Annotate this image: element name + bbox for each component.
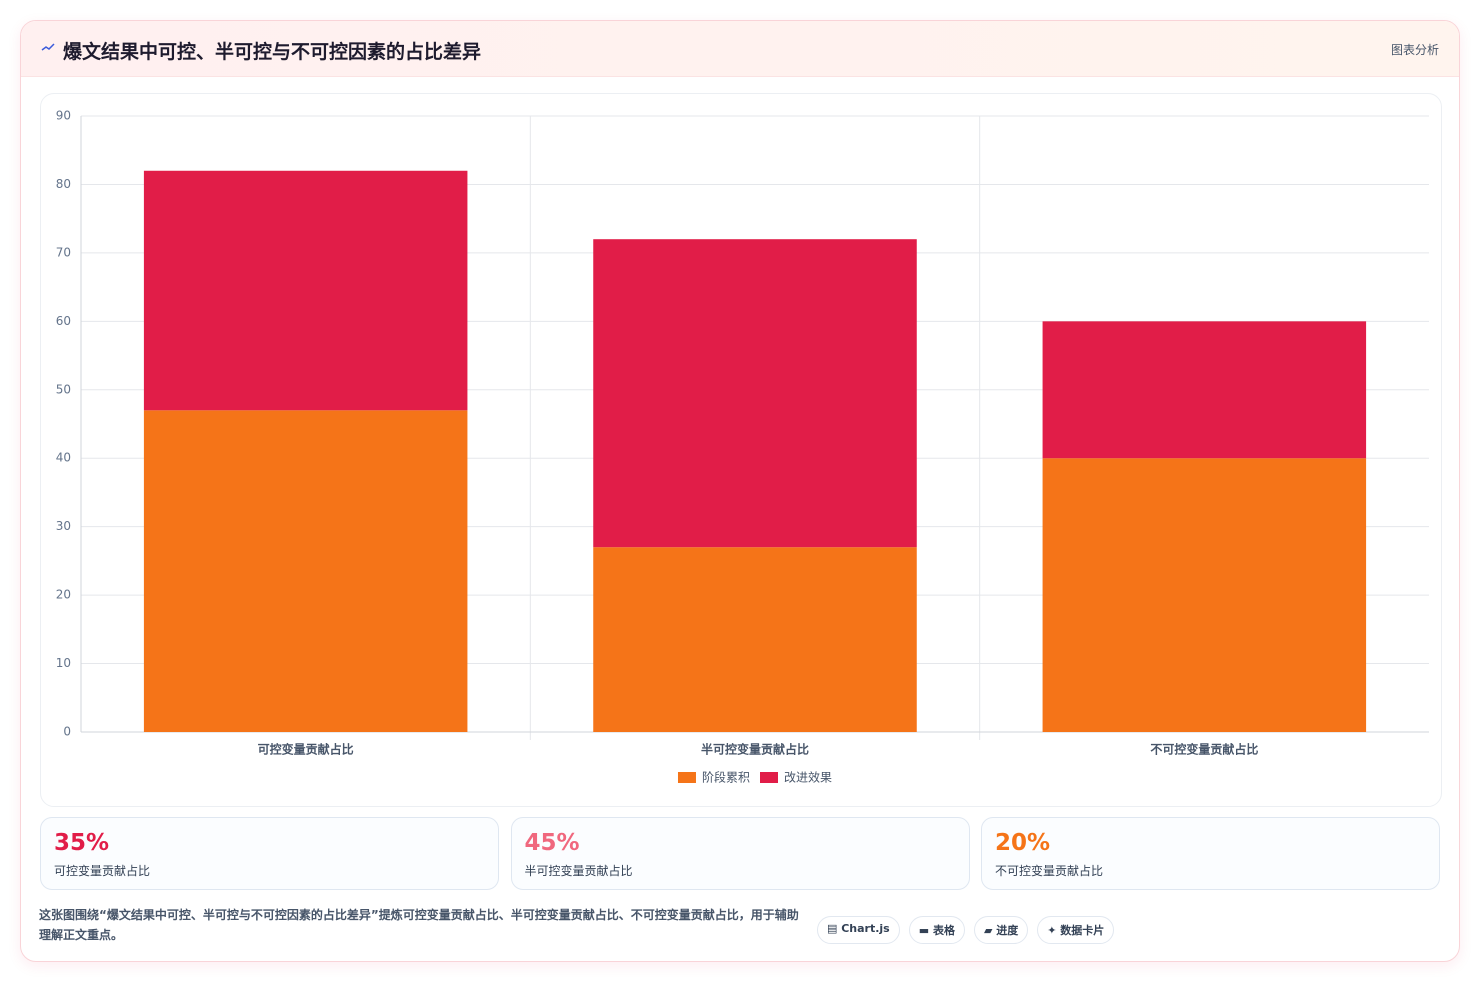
bar (1042, 458, 1367, 732)
bar (143, 170, 468, 411)
tag: ▰ 进度 (973, 916, 1029, 944)
legend-swatch (677, 772, 696, 783)
stat-label: 不可控变量贡献占比 (995, 864, 1104, 878)
y-tick-label: 40 (56, 451, 71, 465)
title: 爆文结果中可控、半可控与不可控因素的占比差异 (63, 41, 482, 63)
y-tick-label: 30 (56, 519, 71, 533)
y-tick-label: 90 (56, 109, 71, 123)
card-header: 爆文结果中可控、半可控与不可控因素的占比差异 图表分析 (21, 21, 1459, 77)
stat-card: 35% 可控变量贡献占比 (40, 817, 499, 890)
stat-value: 20% (995, 830, 1051, 856)
legend-swatch (760, 772, 778, 783)
bar (593, 239, 917, 548)
y-tick-label: 10 (56, 656, 71, 670)
stat-label: 半可控变量贡献占比 (524, 864, 633, 878)
legend-label: 改进效果 (784, 770, 832, 785)
description: 这张图围绕“爆文结果中可控、半可控与不可控因素的占比差异”提炼可控变量贡献占比、… (39, 908, 799, 942)
icon (41, 43, 55, 51)
x-tick-label: 可控变量贡献占比 (258, 742, 354, 757)
y-tick-label: 20 (56, 588, 71, 602)
card: 爆文结果中可控、半可控与不可控因素的占比差异 图表分析 0 10 20 30 40 50 6… (20, 20, 1460, 962)
x-tick-label: 不可控变量贡献占比 (1150, 742, 1258, 757)
stat-card: 45% 半可控变量贡献占比 (510, 817, 970, 890)
y-tick-label: 70 (56, 245, 71, 259)
tag: ▤ Chart.js (817, 916, 900, 944)
chart-panel: 0 10 20 30 40 50 60 70 80 90 可控变量贡献占比 半可控变量贡献占比 不可控变… (40, 93, 1442, 807)
tags: ▤ Chart.js ▬ 表格 ▰ 进度 ✦ 数据卡片 (817, 916, 1115, 944)
legend: 阶段累积 改进效果 (677, 770, 832, 785)
bar (593, 547, 917, 732)
tag: ✦ 数据卡片 (1037, 916, 1115, 944)
y-tick-label: 0 (63, 725, 71, 739)
stat-card: 20% 不可控变量贡献占比 (981, 817, 1440, 890)
bar (1042, 321, 1367, 459)
chart: 0 10 20 30 40 50 60 70 80 90 可控变量贡献占比 半可控变量贡献占比 不可控变… (56, 109, 1429, 785)
x-tick-label: 半可控变量贡献占比 (701, 742, 809, 757)
stat-value: 35% (54, 830, 110, 856)
stat-label: 可控变量贡献占比 (54, 864, 151, 878)
bar (143, 410, 468, 732)
badge: 图表分析 (1390, 43, 1439, 57)
tag: ▬ 表格 (908, 916, 965, 944)
y-tick-label: 60 (56, 314, 71, 328)
y-tick-label: 80 (56, 177, 71, 191)
legend-label: 阶段累积 (702, 770, 750, 785)
y-tick-label: 50 (56, 382, 71, 396)
stat-value: 45% (524, 830, 580, 856)
